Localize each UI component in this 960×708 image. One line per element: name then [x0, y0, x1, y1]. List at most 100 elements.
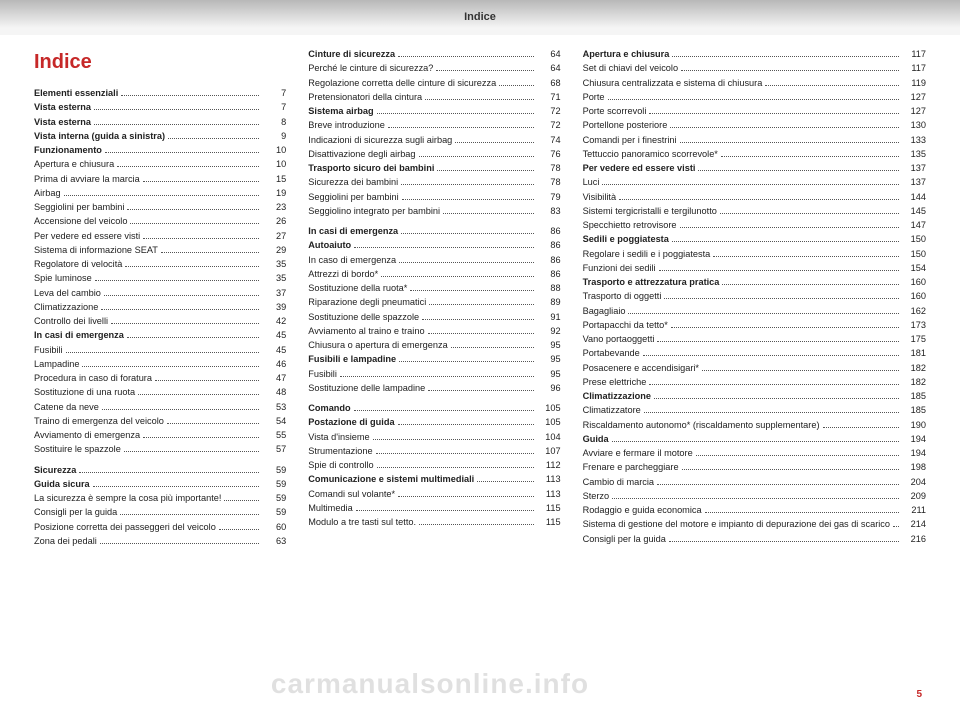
toc-entry: In casi di emergenza86 [308, 224, 560, 238]
toc-label: In caso di emergenza [308, 253, 396, 267]
leader-dots [398, 424, 534, 425]
toc-entry: Fusibili45 [34, 343, 286, 357]
toc-label: Avviamento di emergenza [34, 428, 140, 442]
leader-dots [100, 543, 259, 544]
toc-label: Indicazioni di sicurezza sugli airbag [308, 133, 452, 147]
toc-page: 113 [537, 472, 561, 486]
toc-label: Disattivazione degli airbag [308, 147, 415, 161]
toc-entry: Avviare e fermare il motore194 [583, 446, 926, 460]
toc-entry: Climatizzazione185 [583, 389, 926, 403]
toc-label: Sistema di informazione SEAT [34, 243, 158, 257]
leader-dots [680, 227, 899, 228]
toc-entry: Climatizzatore185 [583, 403, 926, 417]
toc-page: 8 [262, 115, 286, 129]
toc-entry: Vista esterna8 [34, 115, 286, 129]
toc-page: 182 [902, 361, 926, 375]
leader-dots [451, 347, 534, 348]
leader-dots [455, 142, 533, 143]
toc-entry: Traino di emergenza del veicolo54 [34, 414, 286, 428]
toc-label: Seggiolini per bambini [308, 190, 398, 204]
leader-dots [127, 209, 259, 210]
toc-entry: Pretensionatori della cintura71 [308, 90, 560, 104]
leader-dots [402, 199, 534, 200]
leader-dots [168, 138, 259, 139]
leader-dots [354, 247, 533, 248]
toc-page: 15 [262, 172, 286, 186]
toc-entry: Vista d'insieme104 [308, 430, 560, 444]
toc-page: 198 [902, 460, 926, 474]
toc-label: Seggiolini per bambini [34, 200, 124, 214]
toc-page: 68 [537, 76, 561, 90]
toc-label: Cinture di sicurezza [308, 47, 395, 61]
toc-label: Lampadine [34, 357, 79, 371]
leader-dots [124, 451, 259, 452]
toc-label: Trasporto di oggetti [583, 289, 662, 303]
toc-page: 79 [537, 190, 561, 204]
toc-label: Avviare e fermare il motore [583, 446, 693, 460]
toc-label: Cambio di marcia [583, 475, 654, 489]
toc-entry: Spie di controllo112 [308, 458, 560, 472]
leader-dots [682, 469, 899, 470]
toc-label: Portellone posteriore [583, 118, 668, 132]
toc-entry: Bagagliaio162 [583, 304, 926, 318]
leader-dots [722, 284, 899, 285]
toc-entry: Fusibili95 [308, 367, 560, 381]
toc-page: 7 [262, 86, 286, 100]
toc-label: Pretensionatori della cintura [308, 90, 422, 104]
toc-label: Fusibili [308, 367, 337, 381]
leader-dots [672, 56, 899, 57]
toc-entry: Multimedia115 [308, 501, 560, 515]
toc-entry: Zona dei pedali63 [34, 534, 286, 548]
toc-page: 59 [262, 505, 286, 519]
toc-entry: Regolazione corretta delle cinture di si… [308, 76, 560, 90]
toc-page: 89 [537, 295, 561, 309]
toc-label: Sicurezza [34, 463, 76, 477]
toc-page: 214 [902, 517, 926, 531]
toc-page: 127 [902, 90, 926, 104]
leader-dots [664, 298, 899, 299]
leader-dots [117, 166, 259, 167]
leader-dots [93, 486, 260, 487]
leader-dots [399, 262, 533, 263]
toc-page: 91 [537, 310, 561, 324]
leader-dots [161, 252, 259, 253]
leader-dots [419, 524, 534, 525]
toc-entry: Posacenere e accendisigari*182 [583, 361, 926, 375]
leader-dots [111, 323, 259, 324]
leader-dots [401, 233, 533, 234]
toc-label: Accensione del veicolo [34, 214, 127, 228]
toc-page: 113 [537, 487, 561, 501]
toc-label: Porte scorrevoli [583, 104, 647, 118]
toc-page: 55 [262, 428, 286, 442]
toc-page: 7 [262, 100, 286, 114]
toc-label: La sicurezza è sempre la cosa più import… [34, 491, 221, 505]
leader-dots [643, 355, 899, 356]
toc-label: Set di chiavi del veicolo [583, 61, 679, 75]
toc-entry: Visibilità144 [583, 190, 926, 204]
leader-dots [138, 394, 259, 395]
toc-label: Attrezzi di bordo* [308, 267, 378, 281]
toc-entry: Procedura in caso di foratura47 [34, 371, 286, 385]
toc-entry: Avviamento al traino e traino92 [308, 324, 560, 338]
column-2: Cinture di sicurezza64Perché le cinture … [308, 47, 560, 548]
toc-label: Seggiolino integrato per bambini [308, 204, 440, 218]
toc-entry: Perché le cinture di sicurezza?64 [308, 61, 560, 75]
toc-label: Riscaldamento autonomo* (riscaldamento s… [583, 418, 820, 432]
toc-label: Breve introduzione [308, 118, 385, 132]
leader-dots [608, 99, 899, 100]
toc-label: Sistema di gestione del motore e impiant… [583, 517, 890, 531]
leader-dots [104, 295, 259, 296]
toc-entry: Comandi per i finestrini133 [583, 133, 926, 147]
toc-entry: Sicurezza59 [34, 463, 286, 477]
toc-entry: Climatizzazione39 [34, 300, 286, 314]
toc-entry: Funzioni dei sedili154 [583, 261, 926, 275]
leader-dots [893, 526, 899, 527]
toc-label: Comandi per i finestrini [583, 133, 677, 147]
toc-page: 59 [262, 491, 286, 505]
toc-entry: Posizione corretta dei passeggeri del ve… [34, 520, 286, 534]
toc-page: 46 [262, 357, 286, 371]
leader-dots [419, 156, 534, 157]
toc-page: 145 [902, 204, 926, 218]
toc-page: 185 [902, 389, 926, 403]
leader-dots [644, 412, 899, 413]
